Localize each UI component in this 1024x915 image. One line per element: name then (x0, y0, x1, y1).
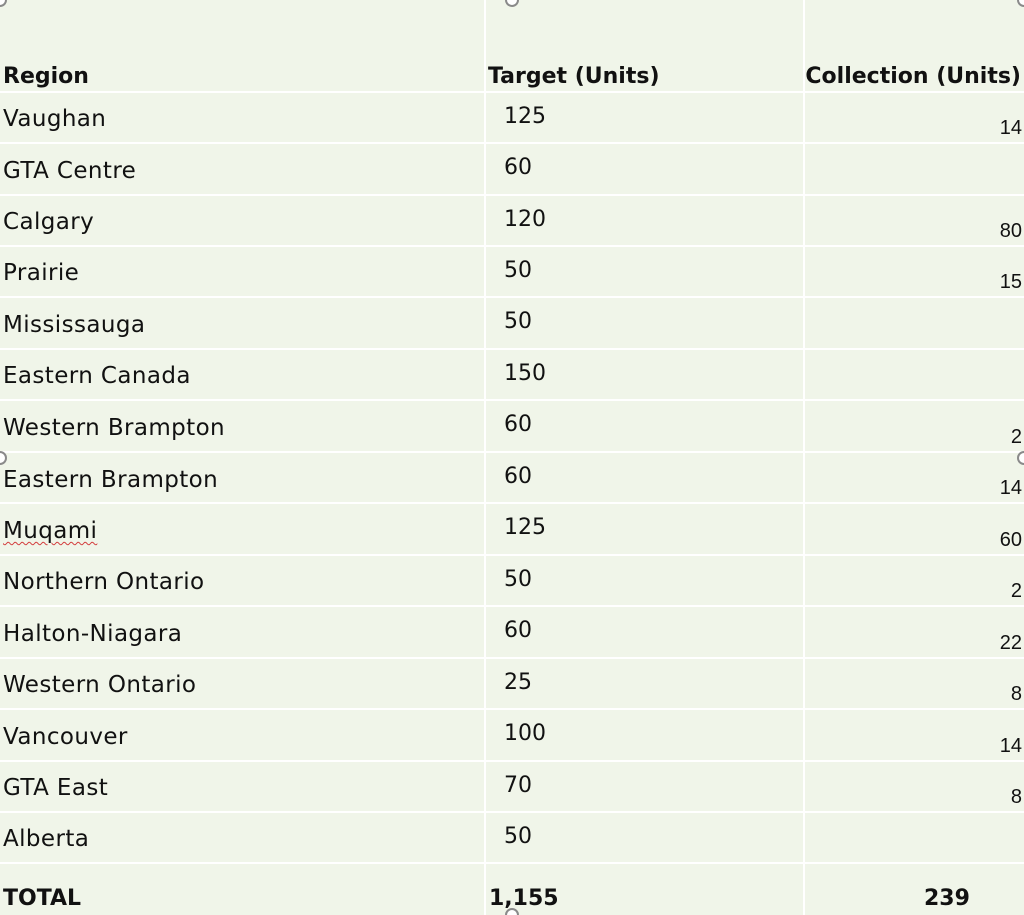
target-cell: 50 (504, 567, 532, 592)
collection-cell: 2 (1010, 426, 1022, 448)
row-separator (0, 91, 1024, 93)
column-divider (803, 0, 805, 915)
target-cell: 60 (504, 618, 532, 643)
row-separator (0, 245, 1024, 247)
region-cell: GTA East (3, 775, 109, 801)
target-cell: 125 (504, 515, 546, 540)
collection-cell: 8 (1010, 683, 1022, 705)
target-cell: 60 (504, 464, 532, 489)
total-target: 1,155 (489, 886, 559, 911)
collection-cell: 14 (999, 735, 1022, 757)
collection-cell: 60 (999, 529, 1022, 551)
region-cell: Eastern Brampton (3, 467, 219, 493)
column-divider (484, 0, 486, 915)
region-cell: Eastern Canada (3, 363, 191, 389)
row-separator (0, 554, 1024, 556)
region-cell: Mississauga (3, 312, 146, 338)
collection-cell: 8 (1010, 786, 1022, 808)
row-separator (0, 657, 1024, 659)
collection-cell: 14 (999, 477, 1022, 499)
row-separator (0, 708, 1024, 710)
total-collection: 239 (924, 886, 970, 911)
target-cell: 125 (504, 104, 546, 129)
row-separator (0, 399, 1024, 401)
row-separator (0, 451, 1024, 453)
region-cell: Alberta (3, 826, 90, 852)
row-separator (0, 811, 1024, 813)
row-separator (0, 142, 1024, 144)
region-cell: Calgary (3, 209, 95, 235)
region-cell: GTA Centre (3, 158, 137, 184)
region-cell: Prairie (3, 260, 80, 286)
row-separator (0, 502, 1024, 504)
region-cell: Halton-Niagara (3, 621, 183, 647)
header-region: Region (3, 64, 89, 89)
target-cell: 60 (504, 412, 532, 437)
region-cell: Northern Ontario (3, 569, 205, 595)
target-cell: 60 (504, 155, 532, 180)
region-cell: Western Brampton (3, 415, 226, 441)
row-separator (0, 862, 1024, 864)
target-cell: 50 (504, 824, 532, 849)
region-cell-spellcheck: Muqami (3, 518, 98, 544)
collection-cell: 15 (999, 271, 1022, 293)
row-separator (0, 760, 1024, 762)
collection-cell: 22 (999, 632, 1022, 654)
target-cell: 150 (504, 361, 546, 386)
region-cell: Vancouver (3, 724, 128, 750)
resize-handle-middle-left[interactable] (0, 451, 7, 465)
total-label: TOTAL (3, 886, 82, 911)
resize-handle-top-right[interactable] (1017, 0, 1024, 7)
target-cell: 100 (504, 721, 546, 746)
region-cell: Vaughan (3, 106, 107, 132)
collection-cell: 14 (999, 117, 1022, 139)
row-separator (0, 296, 1024, 298)
header-target: Target (Units) (488, 64, 660, 89)
target-cell: 120 (504, 207, 546, 232)
collection-cell: 2 (1010, 580, 1022, 602)
resize-handle-middle-right[interactable] (1017, 451, 1024, 465)
collection-cell: 80 (999, 220, 1022, 242)
region-cell: Western Ontario (3, 672, 197, 698)
row-separator (0, 348, 1024, 350)
target-cell: 50 (504, 258, 532, 283)
resize-handle-top-left[interactable] (0, 0, 7, 7)
target-cell: 50 (504, 309, 532, 334)
target-cell: 25 (504, 670, 532, 695)
resize-handle-top-center[interactable] (505, 0, 519, 7)
row-separator (0, 194, 1024, 196)
row-separator (0, 605, 1024, 607)
resize-handle-bottom-center[interactable] (505, 908, 519, 915)
header-collection: Collection (Units) (805, 64, 1021, 89)
target-cell: 70 (504, 773, 532, 798)
